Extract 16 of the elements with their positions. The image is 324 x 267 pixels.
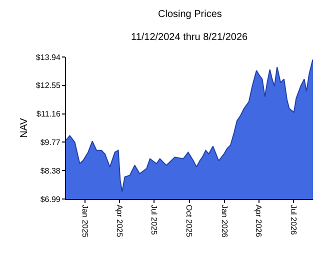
- y-tick-label: $13.94: [36, 52, 61, 62]
- x-tick-label: Jul 2026: [288, 204, 298, 236]
- chart-title: Closing Prices: [158, 9, 222, 20]
- y-tick-label: $11.16: [36, 110, 61, 119]
- y-axis-title: NAV: [18, 118, 30, 138]
- x-tick-label: Jan 2025: [80, 204, 90, 238]
- y-tick-label: $8.38: [40, 166, 61, 176]
- y-tick-label: $9.77: [40, 138, 61, 147]
- x-tick-label: Jan 2026: [220, 204, 229, 238]
- chart-subtitle: 11/12/2024 thru 8/21/2026: [131, 32, 248, 43]
- x-tick-label: Oct 2025: [184, 204, 194, 238]
- y-tick-label: $6.99: [40, 194, 61, 204]
- x-tick-label: Apr 2025: [114, 204, 124, 238]
- y-tick-label: $12.55: [36, 81, 61, 90]
- x-tick-label: Apr 2026: [254, 204, 264, 238]
- x-tick-label: Jul 2025: [150, 204, 159, 236]
